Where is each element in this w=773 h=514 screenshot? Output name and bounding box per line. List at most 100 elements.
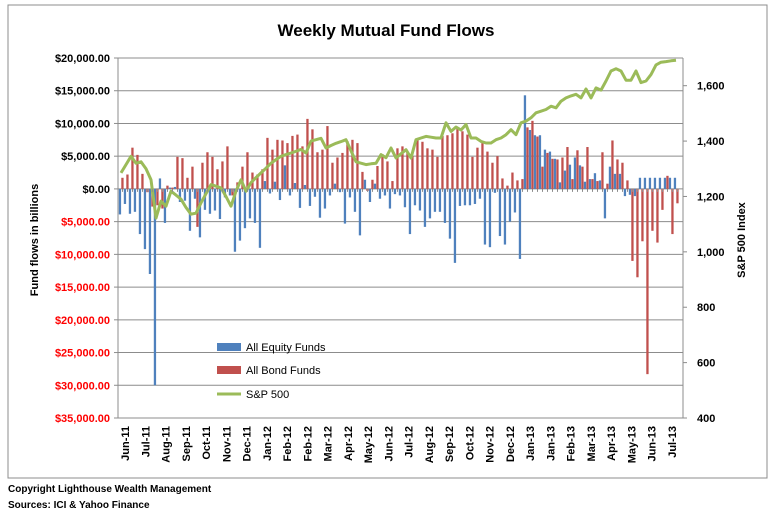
bond-bar bbox=[446, 135, 449, 189]
bond-bar bbox=[216, 169, 219, 189]
y-tick-label: $20,000.00 bbox=[55, 315, 110, 327]
chart-border bbox=[7, 4, 768, 479]
bond-bar bbox=[221, 161, 224, 189]
x-tick-label: Sep-11 bbox=[181, 426, 193, 461]
sp500-line-group bbox=[119, 58, 677, 220]
equity-bar bbox=[178, 188, 182, 202]
bond-bar bbox=[476, 147, 479, 189]
bond-bar bbox=[206, 152, 209, 189]
bond-bar bbox=[666, 175, 669, 189]
bond-bar bbox=[661, 188, 664, 210]
bond-bar bbox=[211, 156, 214, 189]
bond-bar bbox=[281, 140, 284, 189]
chart-title: Weekly Mutual Fund Flows bbox=[278, 21, 495, 40]
equity-bar bbox=[213, 188, 217, 211]
equity-bar bbox=[668, 177, 672, 189]
x-tick-label: May-13 bbox=[626, 426, 638, 463]
equity-bar bbox=[283, 165, 287, 189]
bond-bar bbox=[411, 156, 414, 189]
bond-bar bbox=[136, 154, 139, 189]
x-tick-label: Jan-13 bbox=[545, 426, 557, 461]
equity-bar bbox=[273, 181, 277, 189]
x-tick-label: Feb-12 bbox=[302, 426, 314, 461]
equity-bar bbox=[673, 177, 677, 189]
y-tick-label: $5,000.00 bbox=[61, 151, 110, 163]
bond-bar bbox=[361, 171, 364, 189]
bond-bar bbox=[596, 181, 599, 189]
x-tick-label: Oct-12 bbox=[464, 426, 476, 460]
x-tick-label: Jun-12 bbox=[383, 426, 395, 461]
equity-bar bbox=[518, 188, 522, 259]
bond-bar bbox=[491, 162, 494, 189]
bond-bar bbox=[611, 140, 614, 189]
equity-bar bbox=[343, 188, 347, 224]
equity-bar bbox=[373, 183, 377, 189]
equity-bar bbox=[323, 188, 327, 209]
bond-bar bbox=[581, 166, 584, 189]
equity-bar bbox=[313, 188, 317, 197]
bond-bar bbox=[231, 188, 234, 196]
bond-bar bbox=[256, 174, 259, 189]
equity-bar bbox=[528, 130, 532, 189]
equity-bar bbox=[573, 157, 577, 189]
bond-bar bbox=[201, 162, 204, 189]
equity-bar bbox=[348, 188, 352, 198]
x-tick-label: Jul-12 bbox=[404, 426, 416, 458]
equity-bar bbox=[543, 149, 547, 189]
y-tick-label: $10,000.00 bbox=[55, 118, 110, 130]
equity-bar bbox=[578, 165, 582, 189]
y-tick-label: $15,000.00 bbox=[55, 282, 110, 294]
equity-bar bbox=[268, 188, 272, 194]
equity-bar bbox=[393, 188, 397, 195]
y2-tick-label: 1,400 bbox=[697, 136, 725, 148]
equity-bar bbox=[403, 188, 407, 208]
bond-bar bbox=[311, 129, 314, 189]
sp500-line bbox=[119, 58, 677, 220]
equity-bar bbox=[463, 188, 467, 206]
bond-bar bbox=[381, 154, 384, 189]
bond-bar bbox=[456, 128, 459, 189]
equity-bar bbox=[258, 188, 262, 248]
bond-bar bbox=[191, 166, 194, 189]
bond-bar bbox=[276, 139, 279, 189]
equity-bar bbox=[363, 179, 367, 189]
bond-bar bbox=[656, 188, 659, 243]
bond-bar bbox=[471, 156, 474, 189]
equity-bar bbox=[598, 180, 602, 189]
equity-bar bbox=[243, 188, 247, 229]
bond-bar bbox=[131, 147, 134, 189]
equity-bar bbox=[263, 181, 267, 189]
equity-bar bbox=[118, 188, 122, 215]
equity-bar bbox=[658, 177, 662, 189]
equity-bar bbox=[623, 188, 627, 197]
bond-bar bbox=[531, 120, 534, 189]
equity-bar bbox=[278, 188, 282, 201]
bond-bar bbox=[621, 162, 624, 189]
bond-bar bbox=[451, 133, 454, 189]
bond-bar bbox=[371, 179, 374, 189]
x-tick-label: Jun-13 bbox=[647, 426, 659, 461]
equity-bar bbox=[218, 188, 222, 220]
bond-bar bbox=[426, 148, 429, 189]
legend-label-equity: All Equity Funds bbox=[246, 342, 326, 354]
x-tick-label: Sep-12 bbox=[444, 426, 456, 462]
equity-bar bbox=[183, 188, 187, 201]
equity-bar bbox=[148, 188, 152, 274]
bond-bar bbox=[316, 152, 319, 189]
x-tick-label: May-12 bbox=[363, 426, 375, 463]
equity-bar bbox=[378, 188, 382, 199]
equity-bar bbox=[533, 135, 537, 189]
equity-bar bbox=[188, 188, 192, 231]
equity-bar bbox=[443, 188, 447, 223]
bond-bar bbox=[521, 179, 524, 189]
bond-bar bbox=[346, 141, 349, 189]
legend-swatch-equity bbox=[217, 343, 241, 351]
equity-bar bbox=[508, 188, 512, 222]
copyright-note: Copyright Lighthouse Wealth Management bbox=[8, 484, 212, 495]
equity-bar bbox=[603, 188, 607, 219]
bond-bar bbox=[321, 149, 324, 189]
x-tick-label: Jul-11 bbox=[140, 426, 152, 457]
equity-bar bbox=[553, 158, 557, 189]
equity-bar bbox=[208, 188, 212, 214]
equity-bar bbox=[383, 188, 387, 196]
